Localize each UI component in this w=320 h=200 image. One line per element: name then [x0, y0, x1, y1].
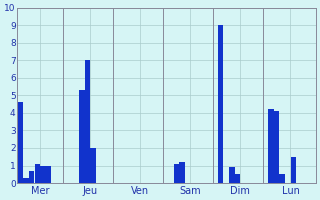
- Bar: [235, 174, 240, 183]
- Bar: [79, 90, 84, 183]
- Bar: [46, 166, 51, 183]
- Bar: [218, 25, 223, 183]
- Bar: [29, 171, 35, 183]
- Bar: [85, 60, 90, 183]
- Bar: [18, 102, 23, 183]
- Bar: [90, 148, 96, 183]
- Bar: [23, 178, 29, 183]
- Bar: [35, 164, 40, 183]
- Bar: [173, 164, 179, 183]
- Bar: [291, 157, 296, 183]
- Bar: [274, 111, 279, 183]
- Bar: [268, 109, 274, 183]
- Bar: [279, 174, 285, 183]
- Bar: [40, 166, 46, 183]
- Bar: [179, 162, 185, 183]
- Bar: [229, 167, 235, 183]
